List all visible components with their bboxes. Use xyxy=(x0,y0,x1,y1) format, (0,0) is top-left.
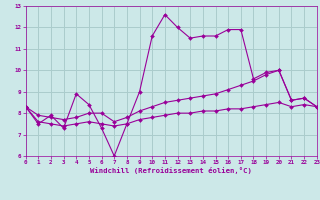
X-axis label: Windchill (Refroidissement éolien,°C): Windchill (Refroidissement éolien,°C) xyxy=(90,167,252,174)
